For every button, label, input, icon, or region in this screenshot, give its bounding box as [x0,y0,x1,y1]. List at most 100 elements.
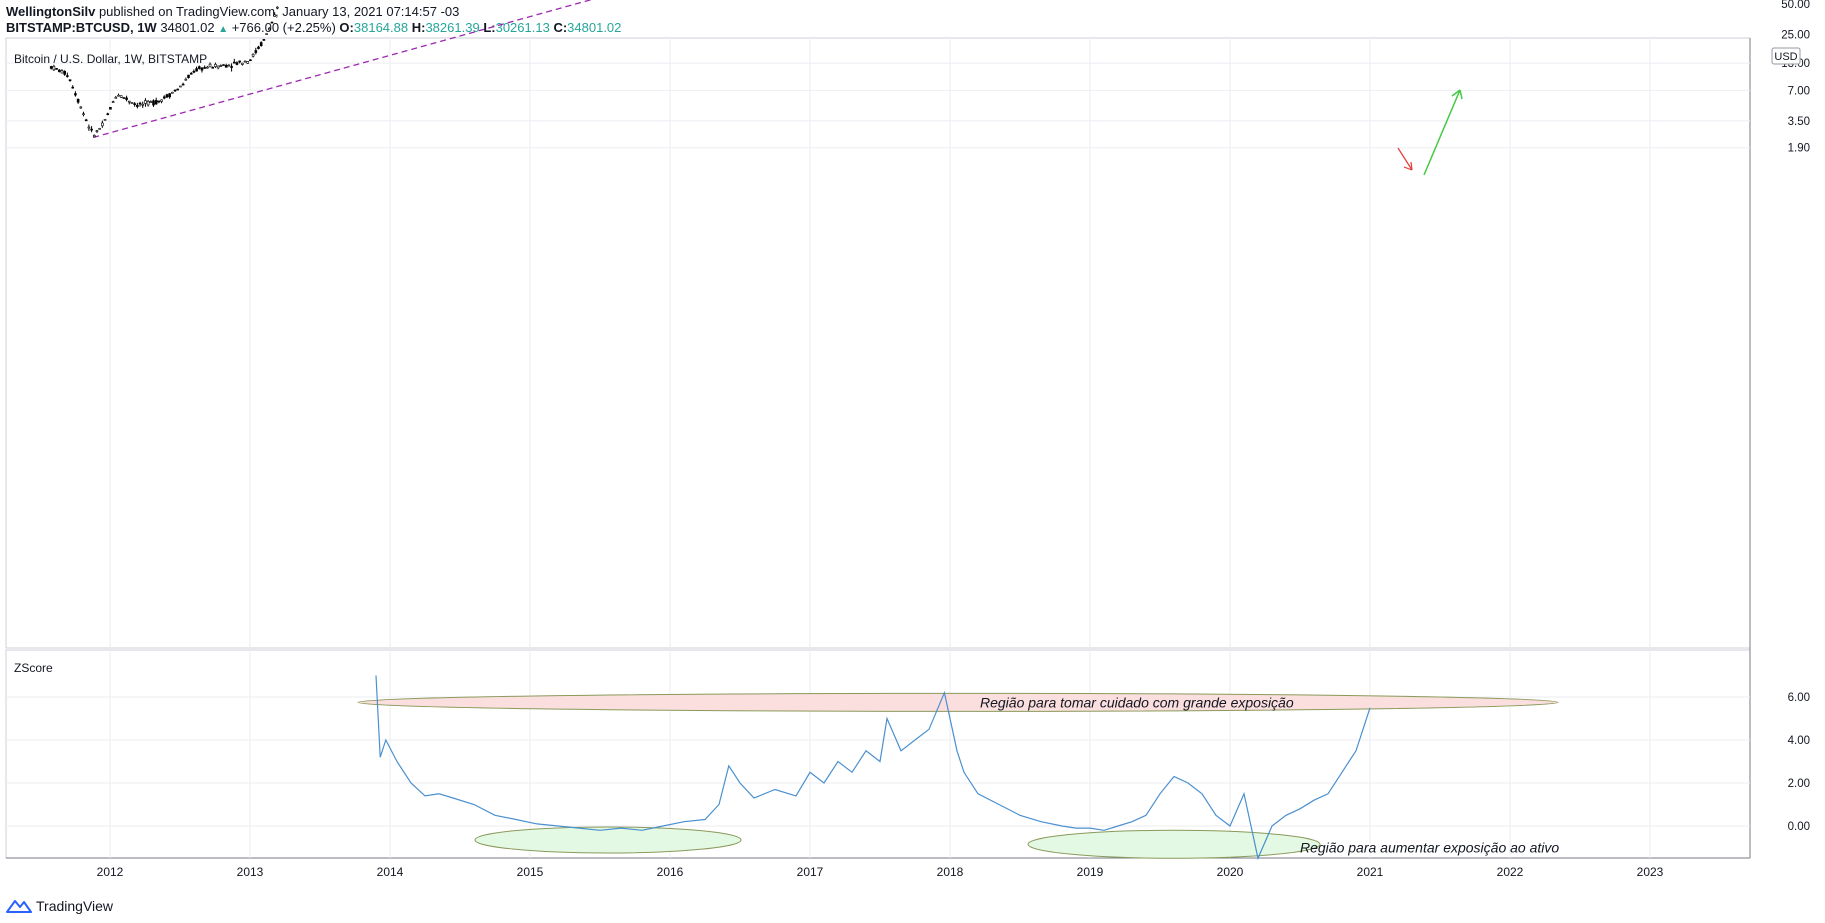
close-value: 34801.02 [567,20,622,35]
accumulate-zone-ellipse-2019[interactable] [1027,829,1321,859]
zscore-tick-label: 6.00 [1788,692,1810,704]
candle-body [176,88,180,91]
open-label: O: [339,20,354,35]
candle-body [197,66,201,69]
candle-body [160,99,163,102]
candle-body [79,106,83,109]
candle-body [243,60,247,63]
high-value: 38261.39 [425,20,480,35]
candle-body [119,95,123,98]
candle-body [257,46,260,49]
candle-body [232,61,236,64]
candle-body [216,65,220,69]
candle-body [57,69,61,72]
candle-body [246,61,250,64]
high-label: H: [411,20,426,35]
candle-body [235,62,239,65]
caution-annotation: Região para tomar cuidado com grande exp… [980,694,1294,710]
y-tick-label: 3.50 [1788,116,1810,128]
tradingview-footer[interactable]: TradingView [6,898,113,914]
candle-body [141,103,145,106]
up-triangle-icon: ▲ [218,24,229,35]
last-price: 34801.02 [160,20,215,35]
x-tick-label: 2022 [1497,865,1524,879]
tradingview-brand: TradingView [36,898,114,914]
zscore-line[interactable] [375,675,1371,861]
candle-body [187,74,190,79]
y-tick-label: 7.00 [1788,85,1810,97]
y-tick-label: 1.90 [1788,143,1810,155]
symbol-name[interactable]: BITSTAMP:BTCUSD, 1W [6,20,157,35]
red-arrow-down[interactable] [1397,147,1413,171]
candle-body [117,94,120,97]
candle-body [66,75,69,77]
author-link[interactable]: WellingtonSilv [6,4,96,19]
candle-body [270,21,274,24]
candle-body [71,86,75,89]
x-tick-label: 2012 [97,865,124,879]
channel-lower-line[interactable] [93,0,1447,139]
candle-body [154,100,158,105]
candle-body [95,130,99,132]
candle-body [179,85,182,88]
accumulate-zone-ellipse-2015[interactable] [474,826,742,854]
open-value: 38164.88 [353,20,409,35]
x-tick-label: 2016 [657,865,684,879]
candle-body [82,113,85,116]
y-tick-label: 25.00 [1781,29,1810,41]
x-tick-label: 2017 [797,865,824,879]
publish-info: published on TradingView.com, January 13… [98,4,460,19]
candle-body [165,94,169,98]
candle-body [92,135,96,138]
candle-body [55,68,58,70]
candle-body [254,50,258,53]
candle-body [87,126,91,129]
candlestick-series[interactable] [49,0,1374,138]
candle-body [162,96,166,99]
candle-body [127,100,131,103]
x-tick-label: 2019 [1077,865,1104,879]
currency-box [1771,47,1801,65]
candle-body [52,66,56,71]
x-tick-label: 2018 [937,865,964,879]
candle-body [171,91,174,94]
candle-body [90,128,93,131]
currency-label: USD [1774,51,1797,63]
candle-body [152,100,155,106]
candle-body [222,64,225,66]
candle-body [251,53,255,57]
candle-body [146,100,150,106]
candle-body [68,79,72,82]
candle-body [192,71,196,73]
candle-body [195,68,198,72]
candle-body [267,28,271,31]
candle-body [109,107,112,110]
caution-zone-ellipse[interactable] [357,692,1559,712]
candle-body [214,64,217,67]
candle-body [189,73,193,75]
publish-header: WellingtonSilv published on TradingView.… [6,4,459,19]
candle-body [173,89,177,92]
candle-body [276,6,279,9]
candle-body [211,67,215,69]
red-arrowhead-icon [1403,161,1413,171]
candle-body [227,64,231,67]
zscore-pane-frame [5,649,1751,859]
x-tick-label: 2014 [377,865,404,879]
candle-body [184,78,188,81]
candle-body [265,33,268,35]
x-tick-label: 2020 [1217,865,1244,879]
candle-body [122,97,126,99]
candle-body [98,128,101,130]
low-value: 30261.13 [495,20,550,35]
candle-body [224,65,228,68]
candle-body [130,102,134,104]
candle-body [206,66,209,69]
candle-body [84,119,88,122]
candle-body [136,104,139,107]
green-arrow-up[interactable] [1423,89,1461,176]
zscore-tick-label: 4.00 [1788,735,1810,747]
candle-body [219,65,223,67]
candle-body [208,63,212,68]
